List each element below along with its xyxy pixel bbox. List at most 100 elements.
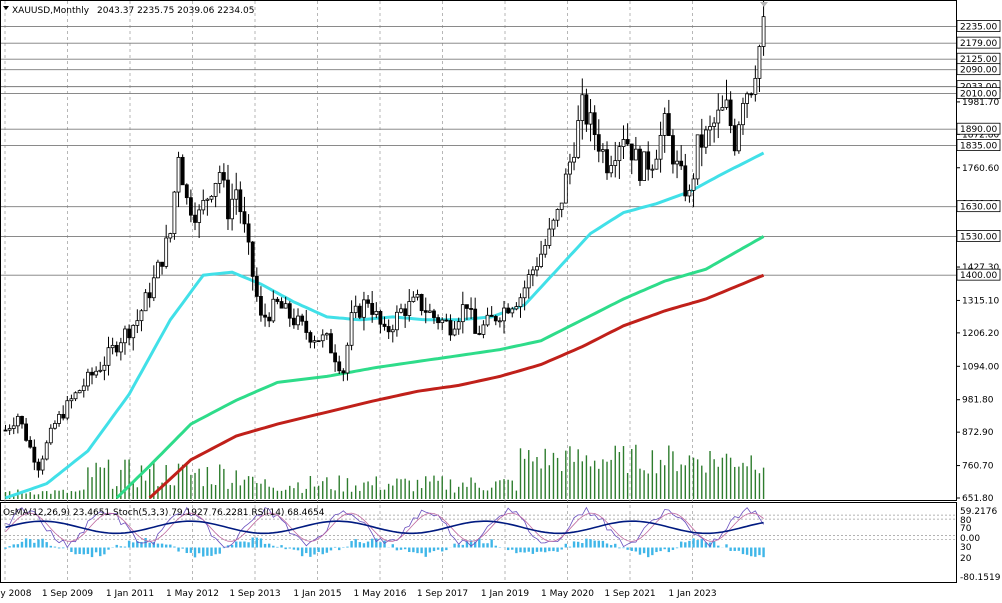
candle-body	[419, 293, 424, 312]
level-label: 1835.00	[960, 142, 997, 152]
candle-body	[180, 156, 185, 186]
candle-body	[716, 109, 721, 124]
osc-tick-label: 20	[960, 554, 972, 564]
y-tick-label: 1872.80	[962, 130, 999, 140]
candle-body	[345, 344, 350, 374]
candle-body	[291, 317, 296, 326]
candle-body	[683, 165, 688, 197]
level-label-box	[956, 87, 1001, 99]
candle-body	[184, 184, 189, 199]
candle-body	[24, 423, 29, 441]
candle-body	[724, 99, 729, 108]
x-tick-label: 1 May 2012	[166, 589, 219, 599]
level-label-box	[956, 63, 1001, 76]
candle-body	[275, 298, 280, 302]
candle-body	[427, 310, 432, 313]
candle-body	[362, 299, 366, 318]
candle-body	[90, 371, 94, 376]
candle-body	[213, 182, 218, 197]
candle-body	[436, 317, 441, 324]
candle-body	[625, 139, 630, 145]
candle-body	[221, 172, 226, 181]
candles	[3, 0, 766, 478]
x-tick-label: 1 Jan 2019	[481, 589, 529, 599]
y-tick-label: 1094.00	[962, 362, 999, 372]
candle-body	[316, 340, 321, 343]
candle-body	[217, 172, 222, 184]
candle-body	[312, 340, 317, 343]
candle-body	[201, 199, 206, 211]
y-tick-label: 1760.60	[962, 164, 999, 174]
shift-marker-icon[interactable]	[760, 2, 768, 7]
candle-body	[110, 344, 115, 349]
candle-body	[131, 324, 136, 339]
osc-tick-label: 30	[960, 543, 972, 553]
candle-body	[164, 237, 169, 267]
candle-body	[699, 134, 704, 148]
candle-body	[642, 151, 646, 181]
x-tick-label: 1 Jan 2011	[106, 589, 154, 599]
candle-body	[242, 211, 247, 225]
candle-body	[617, 146, 622, 162]
candle-body	[605, 149, 609, 174]
candle-body	[671, 135, 675, 165]
candle-body	[135, 320, 140, 326]
candle-body	[230, 198, 235, 220]
candle-body	[580, 94, 585, 121]
price-axis: 1981.701872.801760.601640.601427.301315.…	[956, 20, 1001, 504]
x-tick-label: 1 May 2008	[0, 589, 32, 599]
candle-body	[127, 328, 131, 339]
candle-body	[61, 413, 66, 419]
candle-body	[535, 266, 539, 271]
candle-body	[526, 274, 531, 289]
stoch-signal-line	[5, 512, 764, 542]
rsi-line	[5, 520, 764, 535]
level-label: 1890.00	[960, 125, 997, 135]
candle-body	[654, 158, 659, 170]
candle-body	[77, 390, 82, 394]
y-tick-label: 1206.20	[962, 329, 999, 339]
level-label: 2179.00	[960, 39, 997, 49]
candle-body	[357, 305, 362, 318]
candle-body	[555, 209, 560, 221]
level-label: 1530.00	[960, 232, 997, 242]
ohlc-values: 2043.37 2235.75 2039.06 2234.05	[97, 6, 254, 16]
candle-body	[440, 319, 445, 324]
y-tick-label: 1981.70	[962, 98, 999, 108]
candle-body	[704, 129, 708, 148]
x-tick-label: 1 Jan 2023	[668, 589, 716, 599]
candle-body	[761, 16, 766, 47]
candle-body	[370, 302, 375, 315]
candle-body	[329, 333, 333, 354]
candle-body	[267, 316, 272, 322]
symbol-label: XAUUSD,Monthly	[12, 6, 90, 16]
candle-body	[20, 415, 24, 425]
candle-body	[197, 209, 202, 223]
candle-body	[320, 334, 325, 342]
ma-slow-line	[148, 273, 765, 500]
candle-body	[473, 308, 478, 334]
candle-body	[518, 297, 523, 308]
candle-body	[621, 139, 626, 148]
candle-body	[399, 308, 403, 313]
candle-body	[576, 120, 581, 158]
candle-body	[741, 103, 745, 126]
candle-body	[638, 148, 642, 181]
chevron-down-icon[interactable]	[3, 6, 9, 10]
candle-body	[460, 304, 465, 323]
candle-body	[102, 364, 107, 371]
candle-body	[11, 425, 16, 429]
x-tick-label: 1 Sep 2021	[604, 589, 655, 599]
osc-tick-label: 70	[960, 524, 972, 534]
candle-body	[749, 93, 754, 96]
candle-body	[547, 228, 552, 246]
oscillator-header: OsMA(12,26,9) 23.4651 Stoch(5,3,3) 79.19…	[3, 508, 325, 518]
candle-body	[563, 173, 568, 204]
x-tick-label: 1 May 2016	[354, 589, 407, 599]
candle-body	[444, 319, 449, 322]
candle-body	[349, 312, 354, 346]
candle-body	[485, 314, 490, 326]
candle-body	[736, 124, 741, 152]
candle-body	[732, 125, 737, 152]
